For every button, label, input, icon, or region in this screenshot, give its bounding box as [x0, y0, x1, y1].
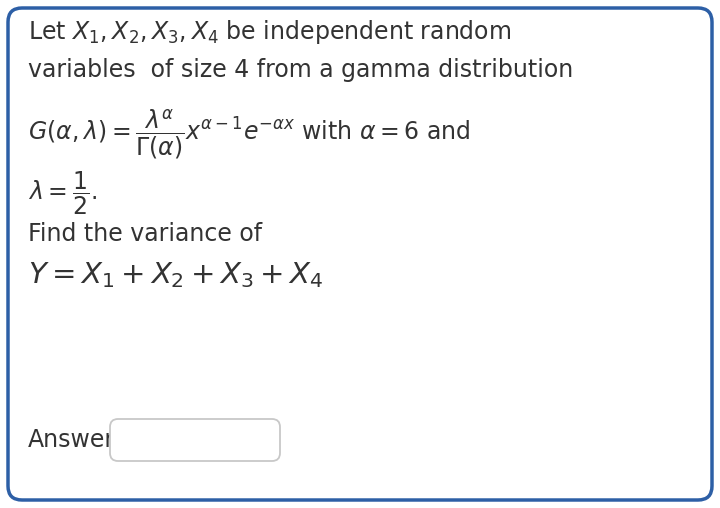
- FancyBboxPatch shape: [110, 419, 280, 461]
- Text: $Y = X_1 + X_2 + X_3 + X_4$: $Y = X_1 + X_2 + X_3 + X_4$: [28, 260, 324, 290]
- Text: $\lambda = \dfrac{1}{2}.$: $\lambda = \dfrac{1}{2}.$: [28, 170, 97, 217]
- Text: Find the variance of: Find the variance of: [28, 222, 262, 246]
- FancyBboxPatch shape: [8, 8, 712, 500]
- Text: $G(\alpha, \lambda) = \dfrac{\lambda^{\alpha}}{\Gamma(\alpha)} x^{\alpha-1} e^{-: $G(\alpha, \lambda) = \dfrac{\lambda^{\a…: [28, 108, 470, 162]
- Text: Answer:: Answer:: [28, 428, 122, 452]
- Text: Let $X_1, X_2, X_3, X_4$ be independent random: Let $X_1, X_2, X_3, X_4$ be independent …: [28, 18, 511, 46]
- Text: variables  of size 4 from a gamma distribution: variables of size 4 from a gamma distrib…: [28, 58, 573, 82]
